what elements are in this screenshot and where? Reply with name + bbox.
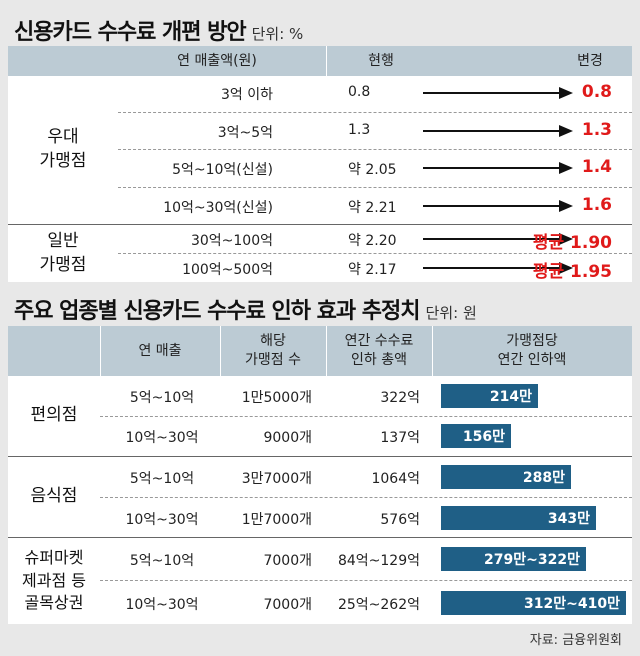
sales-range-cell: 30억~100억 [190, 233, 273, 249]
unit-label: 단위: % [251, 25, 304, 43]
changed-rate-cell: 평균 1.90 [532, 233, 612, 253]
changed-rate-cell: 1.4 [581, 157, 612, 177]
sales-range-cell: 100억~500억 [182, 262, 273, 278]
current-rate-cell: 0.8 [348, 84, 371, 100]
annual-sales-cell: 5억~10억 [129, 390, 195, 406]
store-count-cell: 1만5000개 [241, 390, 312, 406]
store-count-cell: 7000개 [263, 597, 312, 613]
per-store-bar: 312만~410만 [441, 591, 626, 615]
per-store-bar: 279만~322만 [441, 547, 586, 571]
fee-reform-table: 연 매출액(원) 현행 변경 우대 가맹점 일반 가맹점 3억 이하 0.8 0.8… [8, 46, 632, 282]
changed-rate-cell: 1.6 [581, 195, 612, 215]
header-annual-sales: 연 매출 [138, 342, 182, 359]
per-store-bar: 214만 [441, 384, 538, 408]
header-changed: 변경 [577, 52, 603, 69]
changed-rate-cell: 1.3 [581, 120, 612, 140]
current-rate-cell: 약 2.20 [348, 233, 397, 249]
total-reduction-cell: 84억~129억 [337, 553, 420, 569]
store-count-cell: 3만7000개 [241, 471, 312, 487]
changed-rate-cell: 평균 1.95 [532, 262, 612, 282]
total-reduction-cell: 1064억 [371, 471, 420, 487]
table-header: 연 매출액(원) 현행 변경 [8, 46, 632, 76]
group-restaurant: 음식점 [30, 486, 78, 507]
current-rate-cell: 약 2.21 [348, 200, 397, 216]
store-count-cell: 7000개 [263, 553, 312, 569]
table-header-2: 연 매출 해당 가맹점 수 연간 수수료 인하 총액 가맹점당 연간 인하액 [8, 326, 632, 376]
fee-effect-table: 연 매출 해당 가맹점 수 연간 수수료 인하 총액 가맹점당 연간 인하액 편… [8, 326, 632, 624]
arrow-icon [423, 262, 573, 274]
header-current: 현행 [368, 52, 394, 69]
arrow-icon [423, 162, 573, 174]
total-reduction-cell: 322억 [380, 390, 420, 406]
header-sales: 연 매출액(원) [177, 52, 257, 69]
annual-sales-cell: 10억~30억 [125, 597, 199, 613]
unit-label-2: 단위: 원 [425, 304, 477, 322]
per-store-bar: 343만 [441, 506, 596, 530]
group-general: 일반 가맹점 [39, 230, 87, 275]
header-per-store: 가맹점당 연간 인하액 [497, 333, 567, 368]
arrow-icon [423, 200, 573, 212]
header-total-reduction: 연간 수수료 인하 총액 [344, 333, 414, 368]
total-reduction-cell: 25억~262억 [337, 597, 420, 613]
arrow-icon [423, 87, 573, 99]
sales-range-cell: 3억~5억 [217, 125, 273, 141]
arrow-icon [423, 233, 573, 245]
current-rate-cell: 약 2.05 [348, 162, 397, 178]
sales-range-cell: 10억~30억(신설) [163, 200, 273, 216]
annual-sales-cell: 10억~30억 [125, 512, 199, 528]
store-count-cell: 9000개 [263, 430, 312, 446]
annual-sales-cell: 5억~10억 [129, 471, 195, 487]
sales-range-cell: 3억 이하 [221, 87, 273, 103]
current-rate-cell: 약 2.17 [348, 262, 397, 278]
per-store-bar: 288만 [441, 465, 571, 489]
header-store-count: 해당 가맹점 수 [245, 333, 301, 368]
source-label: 자료: 금융위원회 [529, 633, 622, 648]
sales-range-cell: 5억~10억(신설) [172, 162, 273, 178]
store-count-cell: 1만7000개 [241, 512, 312, 528]
group-convenience: 편의점 [30, 405, 78, 426]
per-store-bar: 156만 [441, 424, 511, 448]
annual-sales-cell: 5억~10억 [129, 553, 195, 569]
group-preferred: 우대 가맹점 [39, 127, 87, 171]
chart-title-effect: 주요 업종별 신용카드 수수료 인하 효과 추정치 단위: 원 [14, 299, 477, 324]
arrow-icon [423, 125, 573, 137]
group-local-business: 슈퍼마켓 제과점 등 골목상권 [22, 548, 86, 613]
changed-rate-cell: 0.8 [581, 82, 612, 102]
total-reduction-cell: 576억 [380, 512, 420, 528]
annual-sales-cell: 10억~30억 [125, 430, 199, 446]
total-reduction-cell: 137억 [380, 430, 420, 446]
chart-title-fee-reform: 신용카드 수수료 개편 방안 단위: % [14, 20, 304, 45]
current-rate-cell: 1.3 [348, 122, 371, 138]
